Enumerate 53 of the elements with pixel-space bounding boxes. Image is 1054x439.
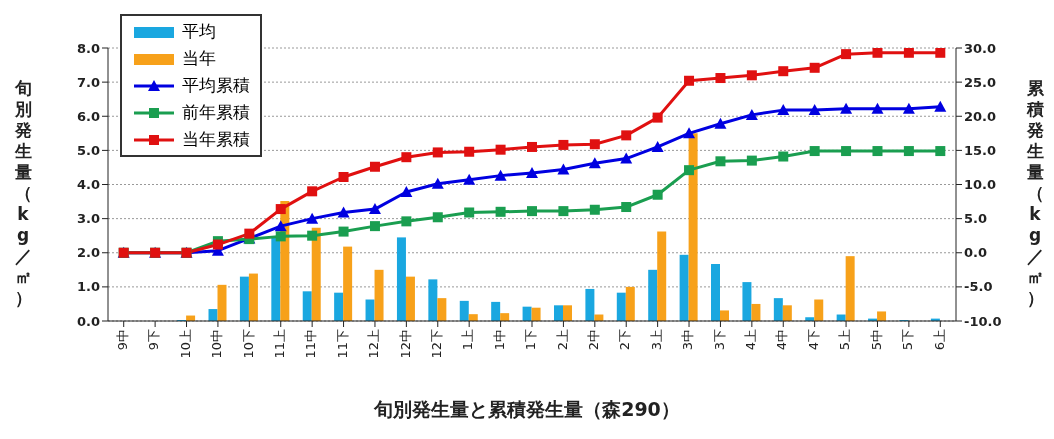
text: 旬別発生量と累積発生量（森290） — [373, 397, 681, 422]
x-tick-label: 12下 — [429, 329, 445, 359]
x-tick-label: 9下 — [146, 329, 162, 351]
x-tick-label: 10下 — [240, 329, 256, 359]
x-tick-label: 10上 — [177, 329, 193, 359]
x-tick-label: 5下 — [900, 329, 916, 351]
text: 累積発生量（kg／㎡） — [1026, 78, 1044, 308]
y-tick-label: 3.0 — [76, 211, 100, 227]
x-tick-label: 1中 — [491, 329, 507, 351]
y-tick-label: 5.0 — [76, 142, 100, 158]
x-tick-label: 1下 — [523, 329, 539, 351]
x-tick-label: 10中 — [209, 329, 225, 359]
y2-tick-label: -5.0 — [964, 279, 993, 295]
y2-tick-label: -10.0 — [964, 313, 1002, 329]
y2-tick-label: 15.0 — [964, 142, 997, 158]
x-tick-label: 5上 — [837, 329, 853, 351]
y-tick-label: 6.0 — [76, 108, 100, 124]
y2-tick-label: 10.0 — [964, 177, 997, 193]
x-tick-label: 4上 — [743, 329, 759, 351]
x-tick-label: 5中 — [868, 329, 884, 351]
x-tick-label: 3下 — [711, 329, 727, 351]
x-tick-label: 2下 — [617, 329, 633, 351]
x-tick-label: 4下 — [805, 329, 821, 351]
x-tick-label: 3中 — [680, 329, 696, 351]
x-tick-label: 2上 — [554, 329, 570, 351]
x-tick-label: 12中 — [397, 329, 413, 359]
x-tick-label: 11中 — [303, 329, 319, 359]
x-tick-label: 9中 — [114, 329, 130, 351]
y-tick-label: 0.0 — [76, 313, 100, 329]
y2-tick-label: 5.0 — [964, 211, 988, 227]
x-tick-label: 11下 — [334, 329, 350, 359]
y2-tick-label: 0.0 — [964, 245, 988, 261]
y2-tick-label: 20.0 — [964, 108, 997, 124]
y-tick-label: 8.0 — [76, 40, 100, 56]
x-tick-label: 11上 — [271, 329, 287, 359]
x-tick-label: 6上 — [931, 329, 947, 351]
x-tick-label: 12上 — [366, 329, 382, 359]
x-tick-label: 4中 — [774, 329, 790, 351]
x-tick-label: 1上 — [460, 329, 476, 351]
legend-label: 当年 — [182, 47, 216, 70]
text: 旬別発生量（kg／㎡） — [14, 78, 32, 308]
y-tick-label: 7.0 — [76, 74, 100, 90]
x-tick-label: 3上 — [648, 329, 664, 351]
y-tick-label: 1.0 — [76, 279, 100, 295]
y-tick-label: 2.0 — [76, 245, 100, 261]
y-tick-label: 4.0 — [76, 177, 100, 193]
legend-label: 当年累積 — [182, 128, 250, 151]
legend-label: 平均 — [182, 20, 216, 43]
x-tick-label: 2中 — [586, 329, 602, 351]
y2-tick-label: 30.0 — [964, 40, 997, 56]
y2-tick-label: 25.0 — [964, 74, 997, 90]
legend-label: 平均累積 — [182, 74, 250, 97]
legend-label: 前年累積 — [182, 101, 250, 124]
